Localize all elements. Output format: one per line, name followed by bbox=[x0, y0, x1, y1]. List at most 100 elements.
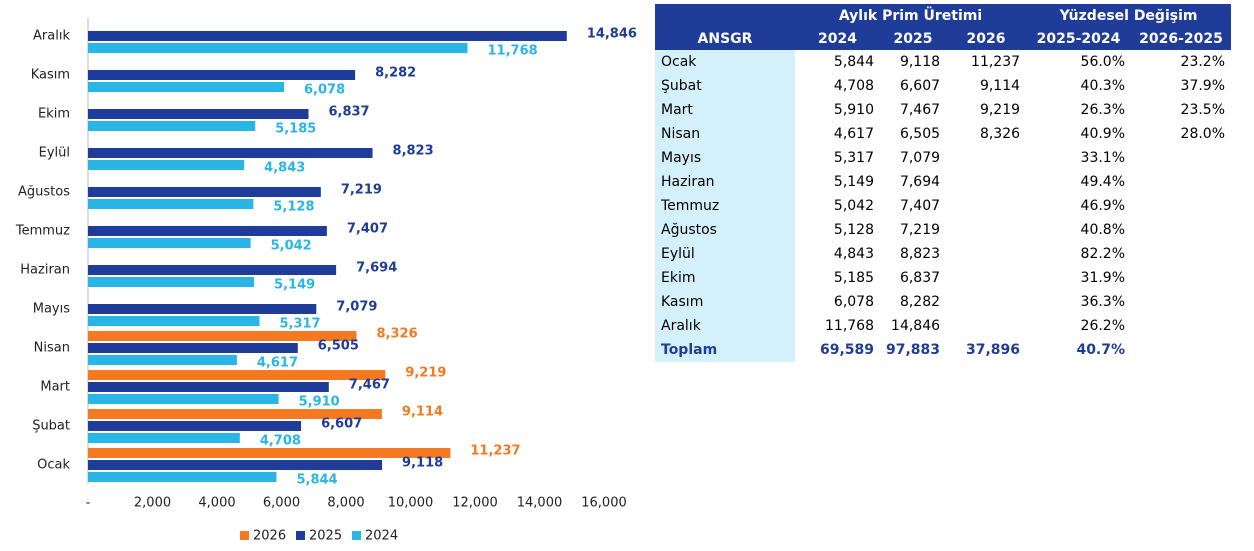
column-header: 2025 bbox=[880, 27, 947, 50]
bar bbox=[88, 382, 329, 392]
data-label: 4,843 bbox=[264, 161, 305, 176]
x-tick-label: 2,000 bbox=[134, 496, 171, 511]
group-row: Aylık Prim Üretimi Yüzdesel Değişim bbox=[655, 4, 1232, 27]
x-tick-label: 4,000 bbox=[198, 496, 235, 511]
y-tick-label: Ocak bbox=[37, 458, 70, 473]
table-cell: 5,317 bbox=[833, 150, 874, 166]
table-cell: 37.9% bbox=[1180, 78, 1226, 94]
table-cell: 11,237 bbox=[971, 54, 1021, 70]
legend-swatch bbox=[296, 531, 305, 540]
table-cell: Nisan bbox=[655, 122, 795, 146]
table-row: Kasım 6,078 8,282 36.3% bbox=[655, 290, 1231, 314]
table-cell bbox=[946, 218, 1026, 242]
table-row: Toplam 69,589 97,883 37,896 40.7% bbox=[655, 338, 1231, 362]
bar bbox=[88, 109, 309, 119]
y-tick-label: Kasım bbox=[31, 68, 70, 83]
table-cell: 69,589 bbox=[819, 342, 874, 358]
table-row: Ağustos 5,128 7,219 40.8% bbox=[655, 218, 1231, 242]
x-tick-label: 6,000 bbox=[263, 496, 300, 511]
table-cell: Şubat bbox=[655, 74, 795, 98]
table-cell: 8,282 bbox=[899, 294, 941, 310]
column-header: 2025-2024 bbox=[1026, 27, 1132, 50]
data-label: 7,407 bbox=[347, 222, 388, 237]
table-cell bbox=[1131, 194, 1231, 218]
group-header: Yüzdesel Değişim bbox=[1026, 4, 1232, 27]
table-cell bbox=[1131, 314, 1231, 338]
table-cell: 5,149 bbox=[833, 174, 874, 190]
table-row: Nisan 4,617 6,505 8,326 40.9% 28.0% bbox=[655, 122, 1231, 146]
table-cell: Mart bbox=[655, 98, 795, 122]
x-tick-label: 14,000 bbox=[517, 496, 563, 511]
bar bbox=[88, 148, 373, 158]
table-cell bbox=[946, 266, 1026, 290]
table-cell: 9,118 bbox=[899, 54, 941, 70]
table-cell: 6,607 bbox=[899, 78, 941, 94]
table-row: Ekim 5,185 6,837 31.9% bbox=[655, 266, 1231, 290]
table-cell: 5,128 bbox=[833, 222, 874, 238]
data-label: 7,467 bbox=[349, 378, 390, 393]
table-cell: 5,042 bbox=[833, 198, 874, 214]
x-tick-label: 16,000 bbox=[581, 496, 627, 511]
table-cell bbox=[946, 314, 1026, 338]
table-cell: Ekim bbox=[655, 266, 795, 290]
bar bbox=[88, 394, 279, 404]
table-cell bbox=[1131, 290, 1231, 314]
bar bbox=[88, 343, 298, 353]
table-cell bbox=[1131, 146, 1231, 170]
y-tick-label: Aralık bbox=[33, 29, 70, 44]
data-label: 5,910 bbox=[299, 395, 340, 410]
legend-swatch bbox=[352, 531, 361, 540]
data-label: 7,079 bbox=[336, 300, 377, 315]
data-table: Aylık Prim Üretimi Yüzdesel Değişim ANSGR 2… bbox=[655, 4, 1232, 362]
table-cell: 26.3% bbox=[1080, 102, 1126, 118]
table-row: Temmuz 5,042 7,407 46.9% bbox=[655, 194, 1231, 218]
x-tick-label: - bbox=[86, 496, 91, 511]
bar bbox=[88, 370, 386, 380]
table-cell: 46.9% bbox=[1080, 198, 1126, 214]
table-cell: 5,910 bbox=[833, 102, 874, 118]
bar bbox=[88, 226, 327, 236]
table-cell: 36.3% bbox=[1080, 294, 1126, 310]
table-cell: 7,467 bbox=[899, 102, 941, 118]
bar bbox=[88, 331, 357, 341]
table-cell: 11,768 bbox=[825, 318, 874, 334]
table-row: Mayıs 5,317 7,079 33.1% bbox=[655, 146, 1231, 170]
data-label: 8,282 bbox=[375, 66, 416, 81]
table-cell bbox=[946, 146, 1026, 170]
bar bbox=[88, 238, 251, 248]
y-tick-label: Mayıs bbox=[33, 302, 70, 317]
data-label: 5,128 bbox=[273, 200, 314, 215]
group-header: Aylık Prim Üretimi bbox=[795, 4, 1027, 27]
table-row: Haziran 5,149 7,694 49.4% bbox=[655, 170, 1231, 194]
table-cell: 9,114 bbox=[979, 78, 1021, 94]
legend-label: 2026 bbox=[253, 529, 286, 544]
y-tick-label: Eylül bbox=[39, 146, 70, 161]
header-cell bbox=[655, 4, 795, 27]
table-cell: 7,079 bbox=[899, 150, 941, 166]
legend-label: 2025 bbox=[309, 529, 342, 544]
y-tick-label: Temmuz bbox=[15, 224, 70, 239]
bar bbox=[88, 265, 337, 275]
table-cell: 14,846 bbox=[891, 318, 941, 334]
table-cell: Eylül bbox=[655, 242, 795, 266]
table-cell: Mayıs bbox=[655, 146, 795, 170]
bar bbox=[88, 187, 321, 197]
data-label: 7,694 bbox=[356, 261, 397, 276]
table-cell: 97,883 bbox=[886, 342, 941, 358]
table-cell: 5,844 bbox=[833, 54, 874, 70]
y-tick-label: Nisan bbox=[34, 341, 70, 356]
table-row: Şubat 4,708 6,607 9,114 40.3% 37.9% bbox=[655, 74, 1231, 98]
table-cell: Kasım bbox=[655, 290, 795, 314]
table-cell: 7,219 bbox=[899, 222, 941, 238]
table-cell: Toplam bbox=[655, 338, 795, 362]
data-label: 5,185 bbox=[275, 122, 316, 137]
table-cell: 56.0% bbox=[1080, 54, 1126, 70]
table-cell bbox=[946, 242, 1026, 266]
legend-label: 2024 bbox=[365, 529, 398, 544]
table-cell: 7,694 bbox=[899, 174, 941, 190]
data-label: 6,078 bbox=[304, 83, 345, 98]
table-cell: 4,843 bbox=[833, 246, 874, 262]
table-cell: 40.3% bbox=[1080, 78, 1126, 94]
column-header: 2026 bbox=[946, 27, 1027, 50]
